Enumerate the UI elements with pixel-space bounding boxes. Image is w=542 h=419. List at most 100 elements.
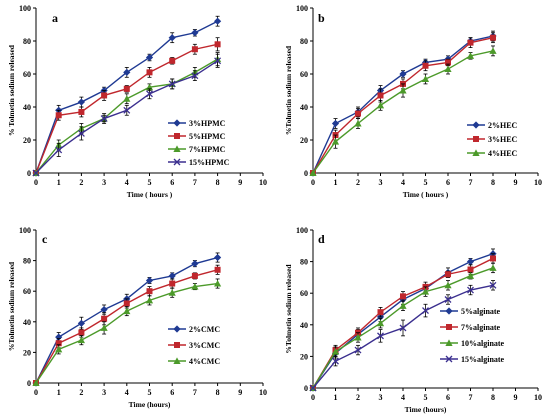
y-tick-label: 0 bbox=[27, 379, 31, 388]
x-tick-label: 7 bbox=[469, 178, 473, 187]
legend-label: 15%HPMC bbox=[189, 158, 230, 167]
y-axis-label: %Tolmetin sodium released bbox=[7, 261, 16, 351]
chart-panel-b: 0 20 40 60 80 100 0 1 2 3 4 5 6 7 8 9 10 Time ( hours ) %T… bbox=[284, 4, 542, 199]
x-tick-label: 4 bbox=[125, 388, 129, 397]
data-point bbox=[77, 129, 85, 137]
legend-marker bbox=[173, 325, 181, 333]
data-point bbox=[100, 305, 108, 314]
y-tick-label: 40 bbox=[23, 318, 31, 327]
legend-marker bbox=[174, 342, 180, 348]
data-point bbox=[490, 34, 496, 41]
x-tick-label: 3 bbox=[379, 393, 383, 402]
x-tick-label: 8 bbox=[216, 178, 220, 187]
data-point bbox=[100, 115, 108, 123]
data-point bbox=[421, 288, 430, 295]
x-tick-label: 7 bbox=[469, 393, 473, 402]
data-point bbox=[123, 68, 131, 76]
x-tick-label: 10 bbox=[534, 393, 542, 402]
x-tick-label: 5 bbox=[148, 178, 152, 187]
x-tick-label: 4 bbox=[125, 178, 129, 187]
data-point bbox=[145, 53, 154, 62]
legend-marker bbox=[173, 357, 181, 364]
legend-marker bbox=[173, 145, 181, 152]
y-tick-label: 100 bbox=[19, 226, 31, 235]
data-point bbox=[168, 34, 176, 42]
legend-label: 3%HEC bbox=[488, 135, 518, 144]
x-tick-label: 2 bbox=[79, 388, 83, 397]
y-tick-label: 60 bbox=[23, 287, 31, 296]
x-tick-label: 0 bbox=[311, 393, 315, 402]
data-point bbox=[100, 324, 108, 331]
y-tick-label: 40 bbox=[300, 103, 308, 112]
y-tick-label: 80 bbox=[23, 37, 31, 46]
data-point bbox=[191, 283, 199, 290]
data-point bbox=[354, 333, 362, 341]
data-point bbox=[214, 17, 222, 25]
x-axis-label: Time ( hours ) bbox=[403, 190, 449, 199]
x-tick-label: 9 bbox=[514, 178, 518, 187]
chart-panel-d: 0 20 40 60 80 100 0 1 2 3 4 5 6 7 8 9 10 Time (hours) %Tol… bbox=[284, 226, 542, 414]
legend-label: 7%HPMC bbox=[189, 145, 226, 154]
data-point bbox=[146, 288, 153, 295]
legend-entry: 7%alginate bbox=[440, 323, 501, 332]
legend-entry: 2%HEC bbox=[467, 121, 518, 130]
y-tick-label: 20 bbox=[300, 352, 308, 361]
x-tick-label: 9 bbox=[238, 388, 242, 397]
data-point bbox=[145, 296, 154, 304]
legend-label: 5%HPMC bbox=[189, 132, 226, 141]
data-point bbox=[467, 39, 474, 46]
x-tick-label: 8 bbox=[491, 178, 495, 187]
legend-label: 2%HEC bbox=[488, 121, 518, 130]
data-point bbox=[169, 57, 176, 64]
legend-entry: 4%CMC bbox=[168, 357, 220, 366]
chart-panel-a: 0 20 40 60 80 100 0 1 2 3 4 5 6 7 8 9 10 Time ( hours ) % … bbox=[7, 4, 267, 199]
data-point bbox=[123, 106, 131, 114]
legend-entry: 5%alginate bbox=[440, 307, 501, 316]
data-point bbox=[399, 70, 407, 78]
data-point bbox=[146, 90, 153, 98]
legend-marker bbox=[445, 339, 453, 346]
data-point bbox=[331, 348, 340, 355]
x-tick-label: 2 bbox=[356, 178, 360, 187]
y-tick-label: 60 bbox=[300, 289, 308, 298]
legend-entry: 3%HPMC bbox=[168, 119, 226, 128]
legend-marker bbox=[445, 307, 453, 315]
panel-letter: d bbox=[318, 232, 325, 246]
data-point bbox=[309, 384, 317, 392]
x-axis-label: Time ( hours ) bbox=[127, 190, 173, 199]
data-point bbox=[354, 119, 362, 127]
data-point bbox=[55, 146, 63, 154]
data-point bbox=[489, 47, 497, 54]
y-tick-label: 100 bbox=[296, 4, 308, 13]
data-point bbox=[191, 272, 198, 279]
data-point bbox=[214, 279, 222, 287]
x-tick-label: 10 bbox=[259, 388, 267, 397]
data-point bbox=[445, 59, 451, 66]
data-point bbox=[214, 253, 222, 262]
data-point bbox=[123, 85, 130, 92]
series-3%HPMC bbox=[32, 15, 222, 177]
data-point bbox=[101, 315, 108, 322]
data-point bbox=[444, 281, 452, 289]
x-tick-label: 6 bbox=[446, 178, 450, 187]
data-point bbox=[376, 319, 385, 327]
y-axis-label: %Tolmetin sodium released bbox=[284, 45, 293, 135]
chart-panel-c: 0 20 40 60 80 100 0 1 2 3 4 5 6 7 8 9 10 Time (hours) %Tol… bbox=[7, 226, 267, 409]
data-point bbox=[77, 319, 85, 327]
data-point bbox=[399, 302, 407, 309]
data-point bbox=[377, 309, 384, 316]
data-point bbox=[466, 272, 475, 279]
data-point bbox=[444, 296, 452, 303]
legend-label: 4%HEC bbox=[488, 149, 518, 158]
legend-entry: 2%CMC bbox=[168, 325, 220, 334]
data-point bbox=[145, 276, 154, 285]
y-tick-label: 20 bbox=[300, 136, 308, 145]
legend-entry: 15%HPMC bbox=[168, 158, 230, 167]
data-point bbox=[332, 357, 339, 365]
data-point bbox=[214, 41, 221, 48]
y-axis-label: %Tolmetin sodium released bbox=[284, 264, 293, 354]
data-point bbox=[55, 345, 63, 353]
x-tick-label: 8 bbox=[216, 388, 220, 397]
data-point bbox=[399, 324, 407, 332]
series-line bbox=[312, 50, 494, 174]
